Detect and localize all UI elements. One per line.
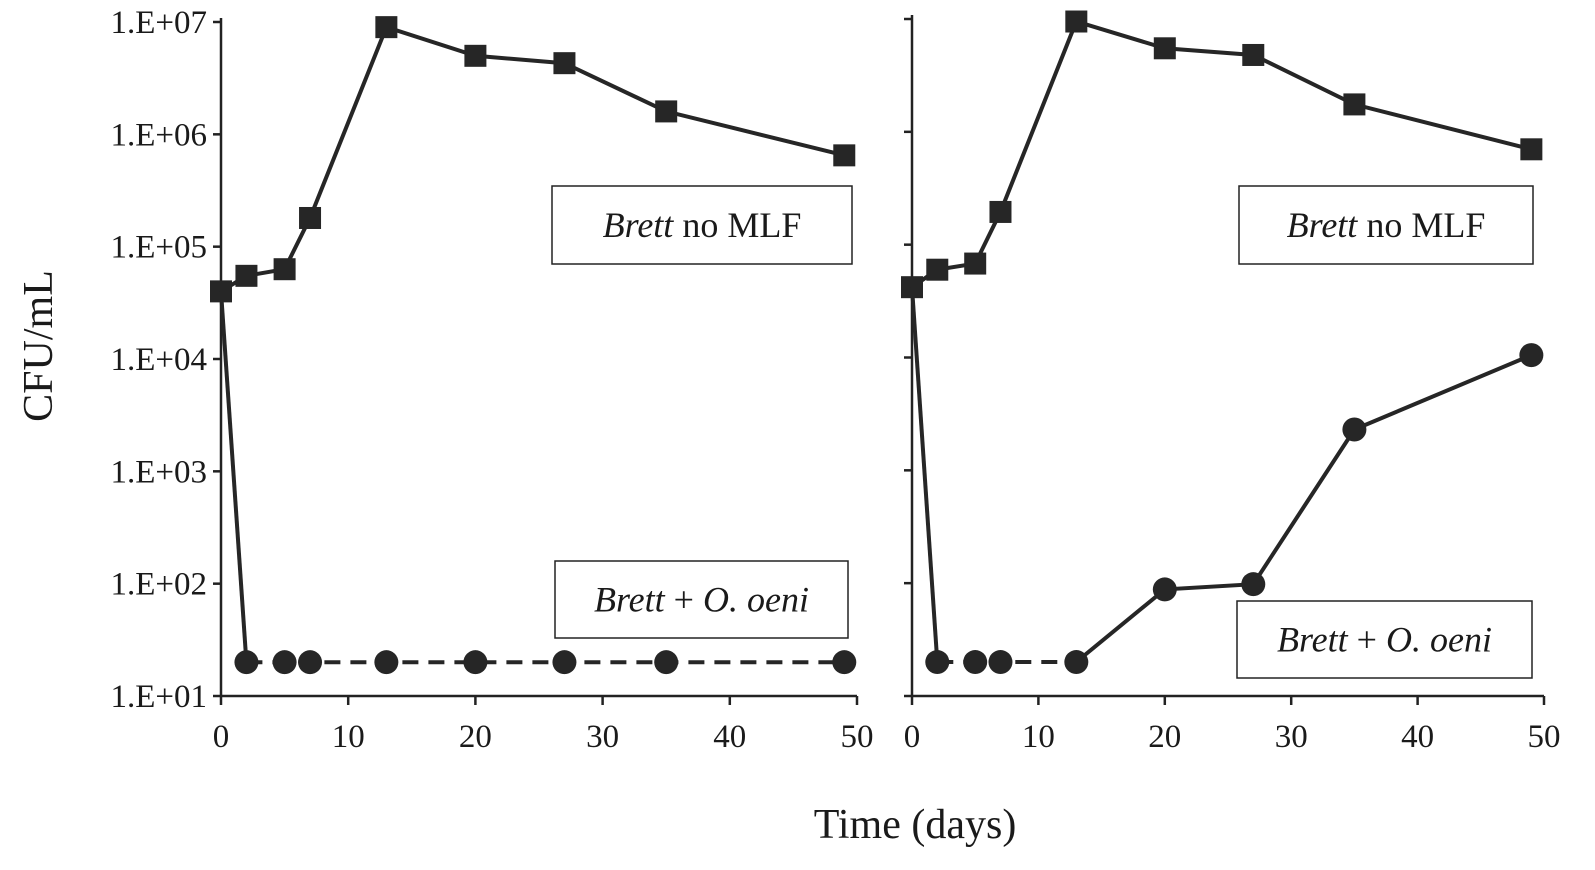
data-point-circle [988,650,1013,675]
data-point-square [375,16,398,39]
y-axis-title: CFU/mL [16,270,62,422]
x-tick-label: 40 [713,719,746,755]
data-point-circle [1064,650,1089,675]
x-tick-label: 30 [1275,719,1308,755]
legend-label-part: O. oeni [1386,620,1492,660]
data-point-circle [832,650,857,675]
data-point-square [964,252,987,275]
data-point-square [989,200,1012,223]
x-tick-label: 0 [904,719,921,755]
series-line-solid [910,287,940,663]
data-point-square [1520,138,1543,161]
x-tick-label: 20 [1148,719,1181,755]
data-point-square [1242,43,1265,66]
data-point-square [299,206,322,229]
panel-left: 1.E+07 1.E+06 1.E+05 1.E+04 1.E+03 1.E+02 1.E+… [110,5,873,755]
legend-frame [551,185,853,265]
legend-label-part: + [1348,620,1386,660]
data-point-square [655,100,678,123]
data-point-square [210,280,232,303]
legend-label-part: Brett [594,580,666,620]
y-tick-label: 1.E+02 [110,567,207,603]
data-point-square [926,258,949,281]
series-brett-no-mlf [210,16,856,303]
data-point-square [1343,93,1366,116]
data-point-circle [463,650,488,675]
data-point-circle [374,650,399,675]
legend-label: Brett no MLF [603,205,802,245]
legend-box-brett-o-oeni: Brett + O. oeni [554,560,849,639]
legend-frame [554,560,849,639]
legend-label-part: Brett [1277,620,1349,660]
legend-label: Brett no MLF [1287,205,1486,245]
data-point-circle [272,650,297,675]
y-tick-label: 1.E+01 [110,679,207,715]
data-point-circle [925,650,950,675]
data-point-square [1153,37,1176,60]
y-tick-label: 1.E+03 [110,454,207,490]
legend-box-brett-no-mlf: Brett no MLF [1238,185,1534,265]
data-point-square [464,44,487,67]
data-point-circle [654,650,679,675]
x-tick-label: 50 [841,719,874,755]
data-point-circle [234,650,259,675]
series-brett-o-oeni [910,287,1544,675]
data-point-circle [1152,577,1177,602]
data-point-circle [552,650,577,675]
legend-frame [1236,600,1533,679]
y-tick-label: 1.E+06 [110,117,207,153]
x-tick-label: 10 [1022,719,1055,755]
y-tick-label: 1.E+07 [110,5,207,41]
y-tick-label: 1.E+04 [110,342,207,378]
series-brett-o-oeni [219,291,857,675]
legend-label: Brett + O. oeni [1277,620,1492,660]
data-point-square [235,264,258,287]
data-point-circle [298,650,323,675]
x-tick-label: 10 [332,719,365,755]
legend-box-brett-no-mlf: Brett no MLF [551,185,853,265]
legend-label-part: Brett [1287,205,1359,245]
data-point-square [901,276,923,299]
data-point-square [833,144,856,167]
x-tick-label: 30 [586,719,619,755]
x-tick-label: 0 [213,719,230,755]
series-brett-no-mlf [901,10,1543,299]
data-point-square [1065,10,1088,33]
data-point-circle [1519,343,1544,368]
x-axis-title: Time (days) [814,802,1017,848]
legend-label-part: Brett [603,205,675,245]
x-tick-label: 50 [1528,719,1561,755]
legend-label: Brett + O. oeni [594,580,809,620]
data-point-square [273,258,296,281]
series-line-solid [219,291,249,663]
y-tick-label: 1.E+05 [110,230,207,266]
x-tick-label: 40 [1401,719,1434,755]
data-point-square [553,52,576,75]
legend-label-part: O. oeni [703,580,809,620]
data-point-circle [963,650,988,675]
legend-label-part: no MLF [1357,205,1485,245]
data-point-circle [1241,572,1266,597]
legend-box-brett-o-oeni: Brett + O. oeni [1236,600,1533,679]
legend-frame [1238,185,1534,265]
legend-label-part: no MLF [673,205,801,245]
data-point-circle [1342,417,1367,442]
x-tick-label: 20 [459,719,492,755]
legend-label-part: + [665,580,703,620]
